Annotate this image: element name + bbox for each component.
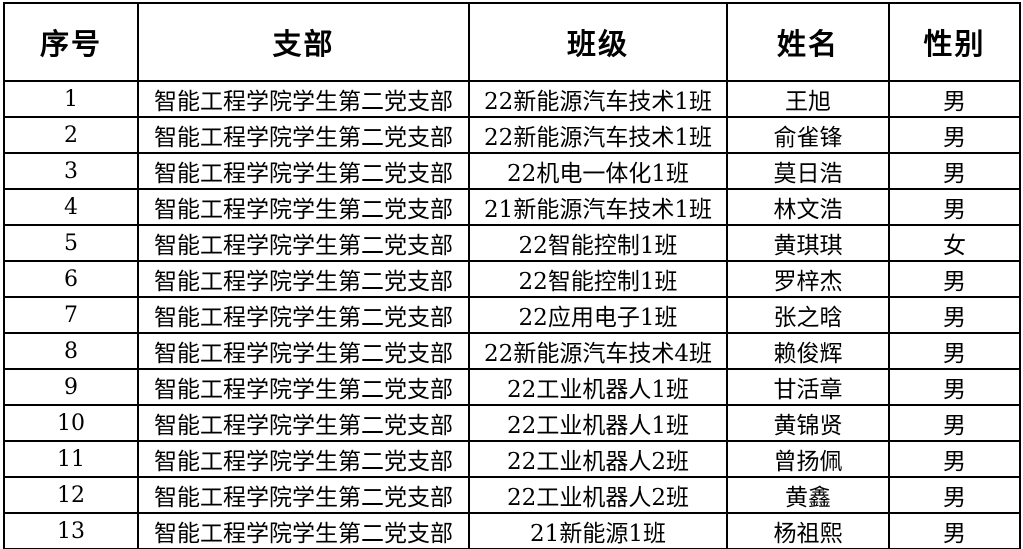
- cell-name: 罗梓杰: [726, 260, 890, 298]
- cell-branch: 智能工程学院学生第二党支部: [137, 224, 470, 262]
- table-row: 1 智能工程学院学生第二党支部 22新能源汽车技术1班 王旭男: [3, 80, 1021, 118]
- cell-name: 莫日浩: [726, 152, 890, 190]
- header-row: 序号 支部 班级 姓名 性别: [3, 2, 1021, 82]
- header-cell-class: 班级: [468, 2, 728, 82]
- cell-class: 22工业机器人1班: [468, 368, 728, 406]
- cell-class: 22工业机器人2班: [468, 476, 728, 514]
- header-cell-branch: 支部: [137, 2, 470, 82]
- cell-gender: 女: [888, 224, 1021, 262]
- cell-branch: 智能工程学院学生第二党支部: [137, 368, 470, 406]
- cell-branch: 智能工程学院学生第二党支部: [137, 260, 470, 298]
- table-body: 1 智能工程学院学生第二党支部 22新能源汽车技术1班 王旭男 2 智能工程学院学生第二党…: [3, 80, 1021, 549]
- table-header: 序号 支部 班级 姓名 性别: [3, 2, 1021, 82]
- cell-gender: 男: [888, 80, 1021, 118]
- cell-gender: 男: [888, 476, 1021, 514]
- cell-name: 黄琪琪: [726, 224, 890, 262]
- cell-index: 12: [3, 476, 139, 514]
- cell-class: 22工业机器人2班: [468, 440, 728, 478]
- cell-name: 黄鑫: [726, 476, 890, 514]
- cell-class: 21新能源1班: [468, 512, 728, 549]
- cell-class: 22智能控制1班: [468, 224, 728, 262]
- cell-gender: 男: [888, 260, 1021, 298]
- table-row: 5 智能工程学院学生第二党支部 22智能控制1班 黄琪琪女: [3, 224, 1021, 262]
- table-row: 10 智能工程学院学生第二党支部 22工业机器人1班 黄锦贤男: [3, 404, 1021, 442]
- cell-name: 张之晗: [726, 296, 890, 334]
- cell-index: 10: [3, 404, 139, 442]
- cell-index: 6: [3, 260, 139, 298]
- table-row: 13 智能工程学院学生第二党支部 21新能源1班 杨祖熙男: [3, 512, 1021, 549]
- table-row: 7 智能工程学院学生第二党支部 22应用电子1班 张之晗男: [3, 296, 1021, 334]
- cell-class: 22新能源汽车技术1班: [468, 80, 728, 118]
- table-row: 12 智能工程学院学生第二党支部 22工业机器人2班 黄鑫男: [3, 476, 1021, 514]
- header-cell-index: 序号: [3, 2, 139, 82]
- cell-branch: 智能工程学院学生第二党支部: [137, 116, 470, 154]
- cell-name: 甘活章: [726, 368, 890, 406]
- cell-gender: 男: [888, 440, 1021, 478]
- cell-gender: 男: [888, 188, 1021, 226]
- cell-index: 8: [3, 332, 139, 370]
- cell-branch: 智能工程学院学生第二党支部: [137, 440, 470, 478]
- cell-index: 3: [3, 152, 139, 190]
- cell-index: 13: [3, 512, 139, 549]
- cell-index: 7: [3, 296, 139, 334]
- cell-name: 黄锦贤: [726, 404, 890, 442]
- cell-name: 杨祖熙: [726, 512, 890, 549]
- cell-gender: 男: [888, 512, 1021, 549]
- table-row: 2 智能工程学院学生第二党支部 22新能源汽车技术1班 俞雀锋男: [3, 116, 1021, 154]
- cell-index: 1: [3, 80, 139, 118]
- table-row: 4 智能工程学院学生第二党支部 21新能源汽车技术1班 林文浩男: [3, 188, 1021, 226]
- cell-gender: 男: [888, 404, 1021, 442]
- cell-index: 9: [3, 368, 139, 406]
- cell-name: 俞雀锋: [726, 116, 890, 154]
- cell-branch: 智能工程学院学生第二党支部: [137, 152, 470, 190]
- cell-branch: 智能工程学院学生第二党支部: [137, 404, 470, 442]
- cell-name: 王旭: [726, 80, 890, 118]
- cell-branch: 智能工程学院学生第二党支部: [137, 188, 470, 226]
- cell-index: 11: [3, 440, 139, 478]
- cell-branch: 智能工程学院学生第二党支部: [137, 80, 470, 118]
- cell-class: 21新能源汽车技术1班: [468, 188, 728, 226]
- table-row: 8 智能工程学院学生第二党支部 22新能源汽车技术4班 赖俊辉男: [3, 332, 1021, 370]
- table-row: 11 智能工程学院学生第二党支部 22工业机器人2班 曾扬佩男: [3, 440, 1021, 478]
- cell-gender: 男: [888, 116, 1021, 154]
- header-cell-name: 姓名: [726, 2, 890, 82]
- header-cell-gender: 性别: [888, 2, 1021, 82]
- cell-name: 赖俊辉: [726, 332, 890, 370]
- cell-index: 5: [3, 224, 139, 262]
- cell-branch: 智能工程学院学生第二党支部: [137, 296, 470, 334]
- cell-gender: 男: [888, 152, 1021, 190]
- cell-branch: 智能工程学院学生第二党支部: [137, 476, 470, 514]
- table-row: 6 智能工程学院学生第二党支部 22智能控制1班 罗梓杰男: [3, 260, 1021, 298]
- table-row: 9 智能工程学院学生第二党支部 22工业机器人1班 甘活章男: [3, 368, 1021, 406]
- cell-class: 22工业机器人1班: [468, 404, 728, 442]
- cell-branch: 智能工程学院学生第二党支部: [137, 512, 470, 549]
- cell-name: 林文浩: [726, 188, 890, 226]
- cell-name: 曾扬佩: [726, 440, 890, 478]
- cell-index: 4: [3, 188, 139, 226]
- cell-class: 22机电一体化1班: [468, 152, 728, 190]
- table-row: 3 智能工程学院学生第二党支部 22机电一体化1班 莫日浩男: [3, 152, 1021, 190]
- cell-gender: 男: [888, 368, 1021, 406]
- party-member-roster-table: 序号 支部 班级 姓名 性别 1 智能工程学院学生第二党支部 22新能源汽车技术1班…: [3, 2, 1021, 549]
- cell-branch: 智能工程学院学生第二党支部: [137, 332, 470, 370]
- cell-class: 22新能源汽车技术1班: [468, 116, 728, 154]
- cell-gender: 男: [888, 332, 1021, 370]
- cell-class: 22应用电子1班: [468, 296, 728, 334]
- cell-class: 22新能源汽车技术4班: [468, 332, 728, 370]
- cell-class: 22智能控制1班: [468, 260, 728, 298]
- cell-gender: 男: [888, 296, 1021, 334]
- cell-index: 2: [3, 116, 139, 154]
